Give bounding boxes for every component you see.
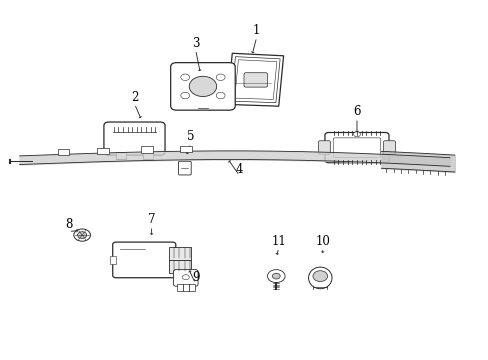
Circle shape bbox=[181, 92, 189, 99]
FancyBboxPatch shape bbox=[169, 260, 191, 273]
Bar bbox=[97, 148, 108, 154]
Bar bbox=[143, 152, 153, 159]
FancyBboxPatch shape bbox=[104, 122, 165, 155]
FancyBboxPatch shape bbox=[169, 247, 191, 260]
Circle shape bbox=[267, 270, 285, 283]
FancyBboxPatch shape bbox=[324, 132, 388, 163]
Bar bbox=[188, 284, 194, 291]
Ellipse shape bbox=[308, 267, 331, 289]
Circle shape bbox=[189, 76, 216, 96]
Polygon shape bbox=[231, 57, 280, 103]
FancyBboxPatch shape bbox=[170, 63, 235, 110]
FancyBboxPatch shape bbox=[333, 138, 380, 157]
Circle shape bbox=[181, 74, 189, 81]
Circle shape bbox=[272, 273, 280, 279]
Circle shape bbox=[74, 229, 90, 241]
Polygon shape bbox=[234, 60, 276, 99]
Text: 9: 9 bbox=[191, 271, 199, 284]
FancyBboxPatch shape bbox=[244, 73, 267, 87]
Bar bbox=[141, 147, 152, 153]
Circle shape bbox=[216, 92, 224, 99]
Text: 3: 3 bbox=[191, 37, 199, 50]
Text: 7: 7 bbox=[147, 213, 155, 226]
Circle shape bbox=[182, 275, 189, 280]
Text: 11: 11 bbox=[271, 235, 285, 248]
FancyBboxPatch shape bbox=[318, 141, 330, 154]
Bar bbox=[177, 284, 183, 291]
Circle shape bbox=[353, 132, 360, 137]
Bar bbox=[58, 149, 69, 156]
Text: 4: 4 bbox=[235, 163, 243, 176]
Text: 8: 8 bbox=[64, 219, 72, 231]
Text: 10: 10 bbox=[315, 235, 329, 248]
FancyBboxPatch shape bbox=[178, 161, 191, 175]
Text: 6: 6 bbox=[352, 105, 360, 118]
Circle shape bbox=[216, 74, 224, 81]
Bar bbox=[110, 256, 116, 264]
FancyBboxPatch shape bbox=[173, 270, 198, 286]
FancyBboxPatch shape bbox=[112, 242, 176, 278]
Circle shape bbox=[78, 232, 86, 238]
Text: 1: 1 bbox=[252, 24, 260, 37]
Text: 2: 2 bbox=[130, 91, 138, 104]
Bar bbox=[180, 146, 191, 152]
Text: 5: 5 bbox=[186, 130, 194, 143]
Bar bbox=[116, 152, 125, 159]
Polygon shape bbox=[227, 53, 283, 106]
Ellipse shape bbox=[312, 271, 327, 282]
FancyBboxPatch shape bbox=[383, 141, 394, 154]
Bar bbox=[183, 284, 188, 291]
